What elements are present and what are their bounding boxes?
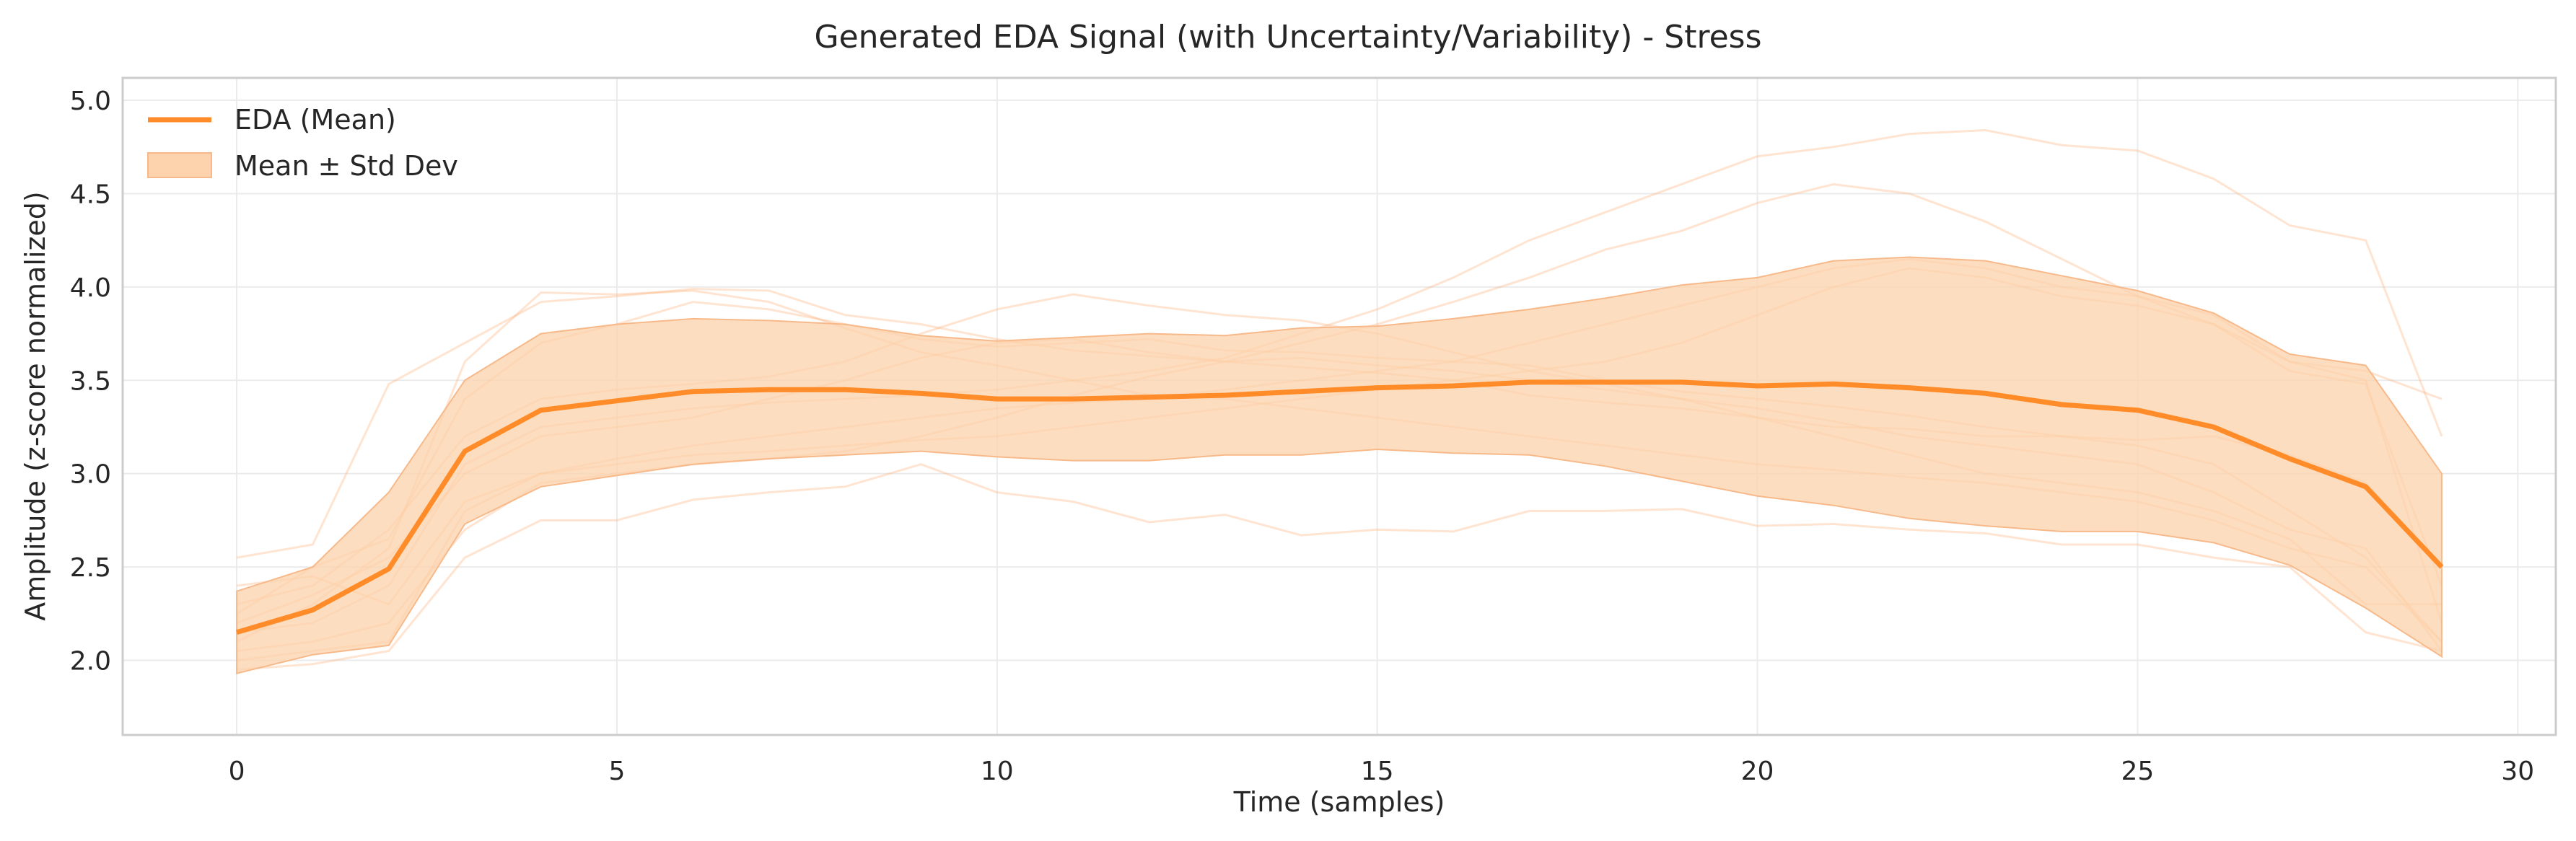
std-band-area [236, 256, 2443, 674]
y-tick-label: 2.0 [70, 646, 111, 676]
x-axis-label: Time (samples) [1233, 786, 1445, 818]
x-tick-label: 5 [608, 757, 625, 786]
std-band [236, 256, 2443, 674]
x-tick-label: 30 [2501, 757, 2534, 786]
legend-band-swatch [147, 152, 212, 178]
y-tick-label: 4.5 [70, 180, 111, 209]
x-tick-label: 15 [1361, 757, 1394, 786]
x-axis-ticks: 0 5 10 15 20 25 30 [229, 757, 2535, 786]
mean-line-group [236, 379, 2444, 635]
plot-frame [121, 76, 2557, 736]
legend: EDA (Mean) Mean ± Std Dev [147, 104, 458, 182]
chart-title: Generated EDA Signal (with Uncertainty/V… [815, 19, 1762, 56]
y-tick-label: 5.0 [70, 87, 111, 116]
x-tick-label: 20 [1741, 757, 1774, 786]
y-tick-label: 2.5 [70, 553, 111, 583]
y-tick-label: 3.5 [70, 366, 111, 396]
x-tick-label: 0 [229, 757, 245, 786]
mean-line [236, 379, 2444, 635]
y-tick-label: 4.0 [70, 273, 111, 303]
x-tick-label: 25 [2121, 757, 2155, 786]
y-axis-label: Amplitude (z-score normalized) [19, 191, 51, 620]
y-axis-ticks: 2.0 2.5 3.0 3.5 4.0 4.5 5.0 [70, 87, 111, 676]
legend-mean-label: EDA (Mean) [235, 104, 396, 136]
y-tick-label: 3.0 [70, 460, 111, 490]
x-tick-label: 10 [981, 757, 1014, 786]
sample-trace [236, 463, 2443, 671]
legend-band-label: Mean ± Std Dev [235, 150, 458, 182]
